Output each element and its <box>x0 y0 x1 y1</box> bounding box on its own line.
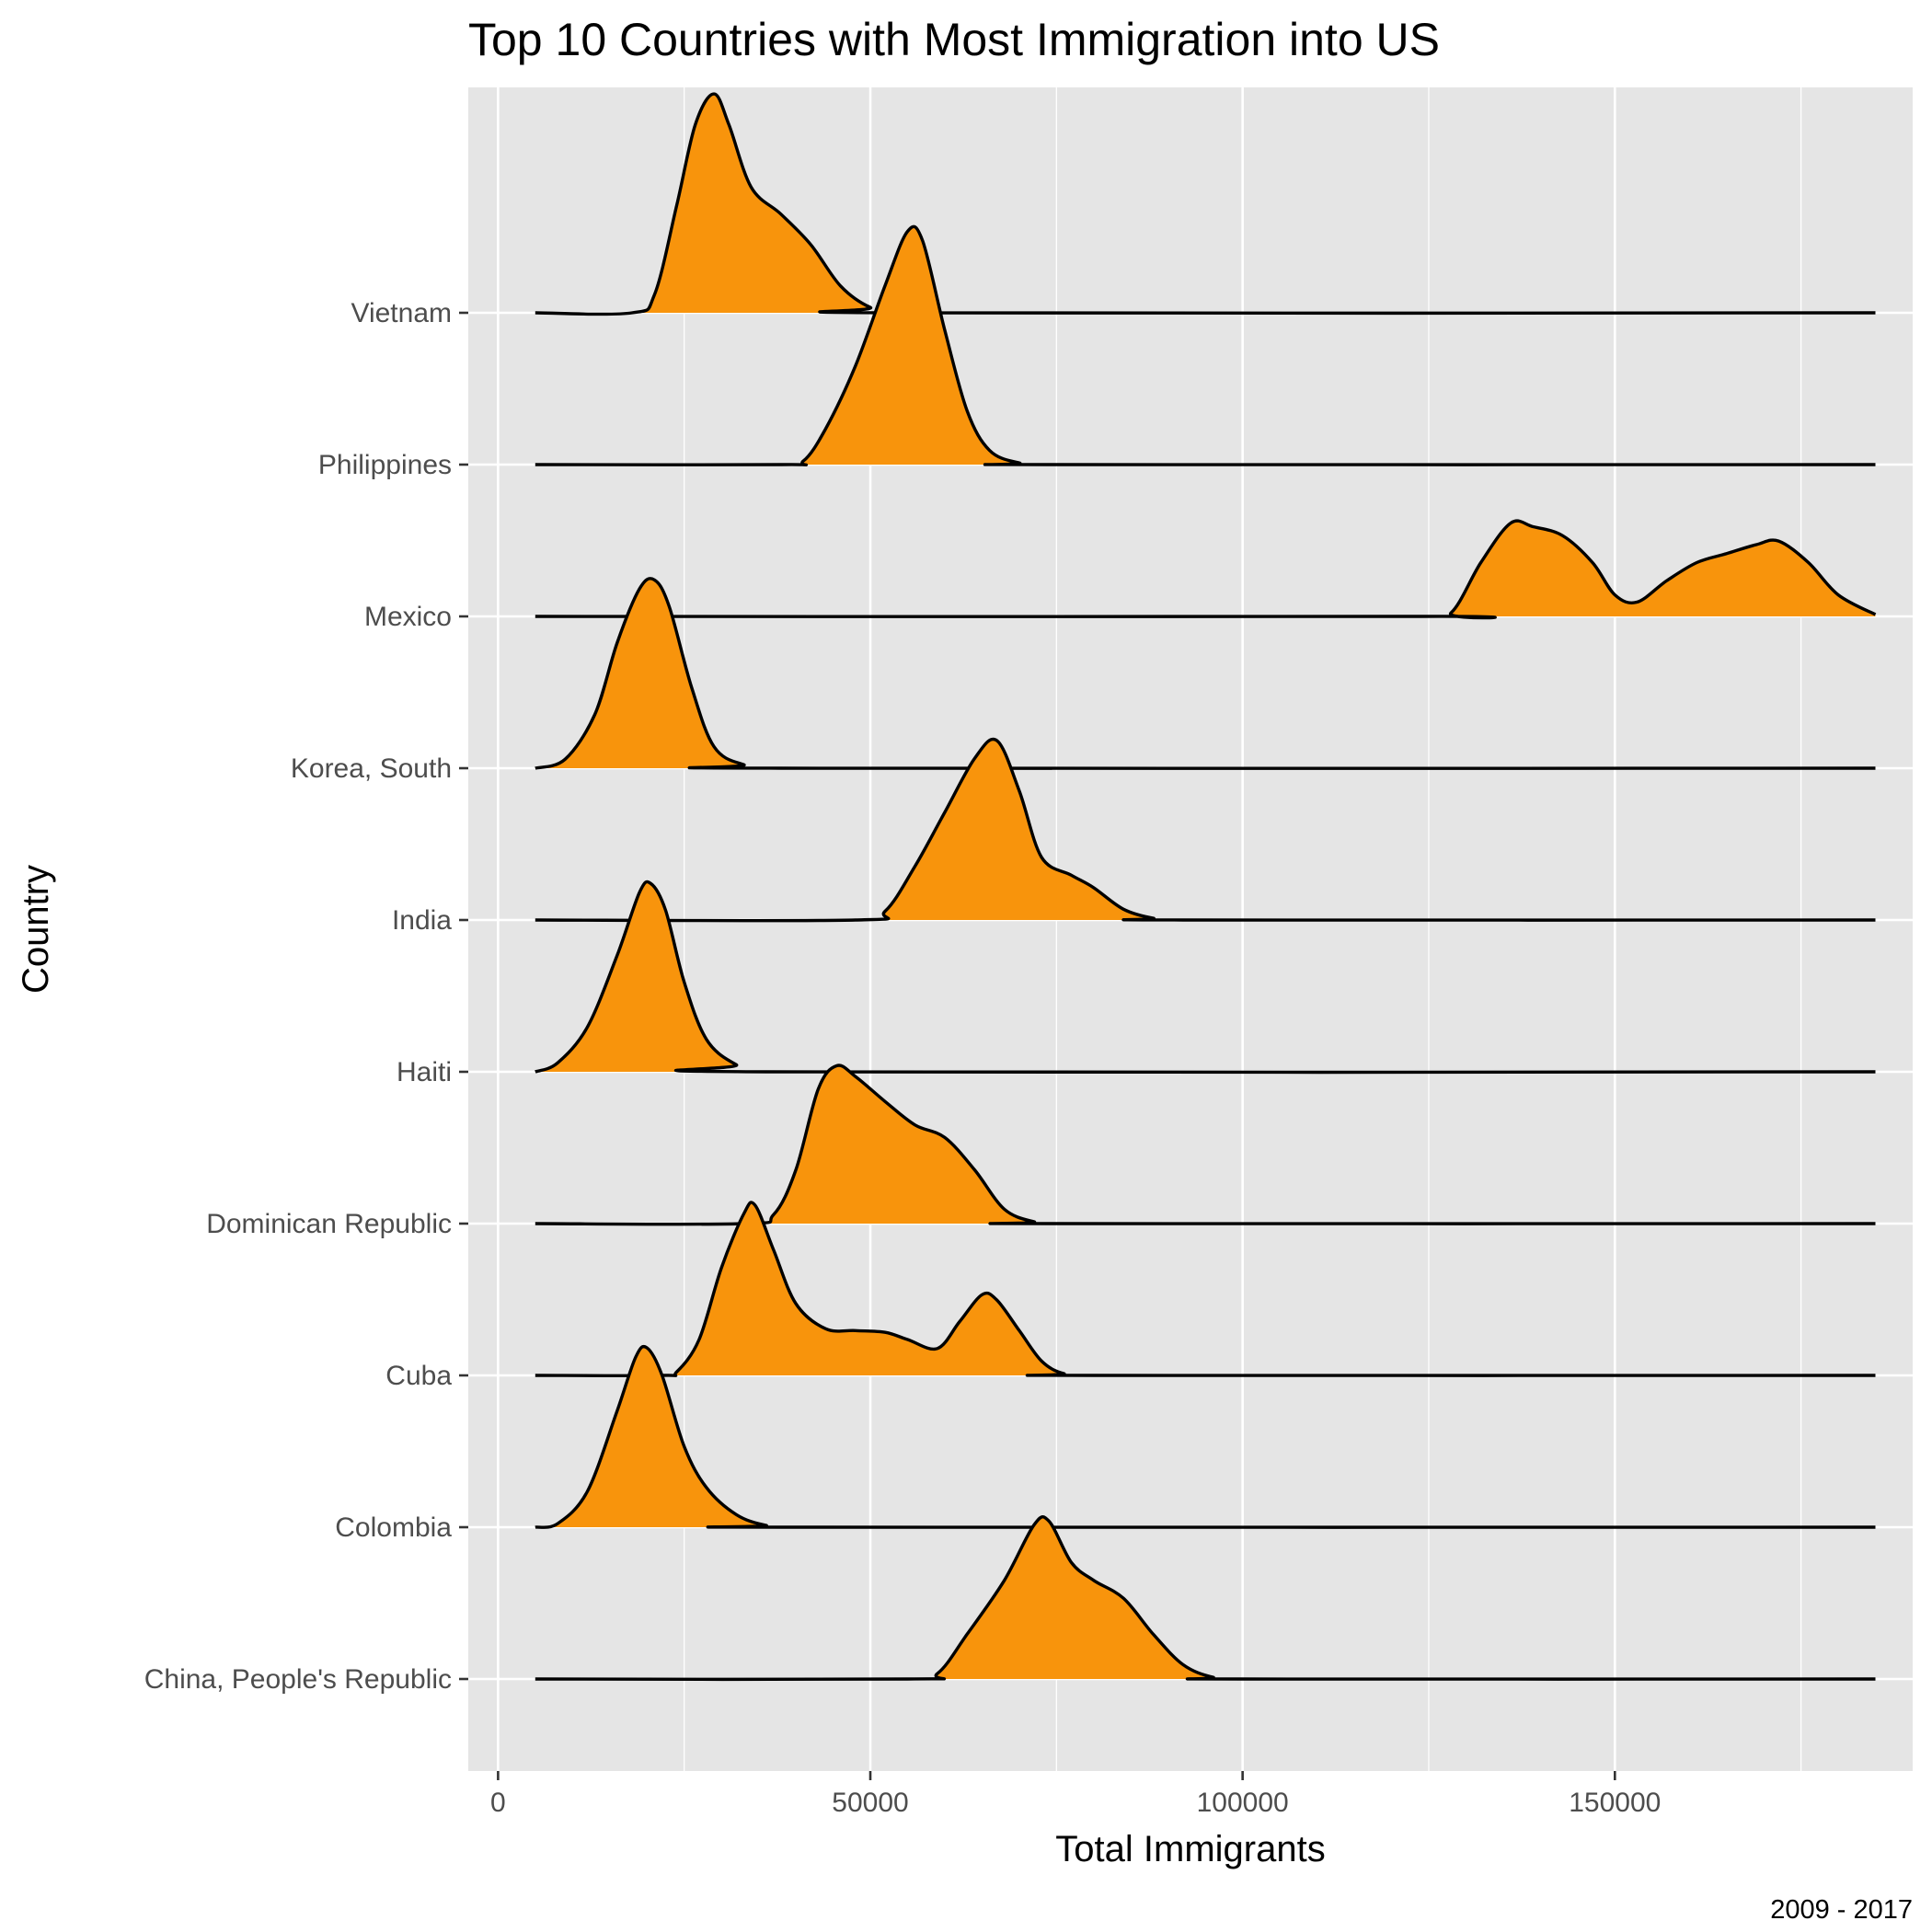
y-tick-label: Cuba <box>385 1361 452 1391</box>
y-axis-title: Country <box>16 865 56 994</box>
ridge-dominican-republic <box>535 1064 1876 1226</box>
ridge-korea-south <box>535 577 1876 770</box>
ridge-line <box>535 224 1876 466</box>
y-tick-label: China, People's Republic <box>144 1664 452 1695</box>
x-tick-label: 50000 <box>832 1788 908 1818</box>
y-tick-label: Vietnam <box>351 298 452 328</box>
x-tick-label: 100000 <box>1197 1788 1289 1818</box>
ridge-line <box>535 92 1876 316</box>
x-axis: 0 50000 100000 150000 <box>490 1771 1661 1818</box>
ridge-line <box>535 519 1877 620</box>
ridge-fill <box>535 1064 1876 1225</box>
y-tick-label: India <box>392 905 452 936</box>
ridge-china-people-s-republic <box>535 1515 1876 1682</box>
density-ridges <box>535 92 1877 1682</box>
y-tick-label: Mexico <box>364 602 452 632</box>
ridge-fill <box>535 578 1876 769</box>
y-tick-label: Korea, South <box>291 753 452 784</box>
ridge-line <box>535 1064 1876 1226</box>
ridge-line <box>535 577 1876 770</box>
caption: 2009 - 2017 <box>1770 1895 1913 1925</box>
ridge-fill <box>535 1346 1876 1528</box>
ridge-line <box>535 1344 1876 1529</box>
ridge-india <box>535 737 1876 923</box>
x-tick-label: 0 <box>490 1788 506 1818</box>
ridge-cuba <box>535 1201 1876 1378</box>
chart-title: Top 10 Countries with Most Immigration i… <box>468 14 1440 65</box>
y-tick-label: Dominican Republic <box>206 1209 452 1239</box>
x-axis-title: Total Immigrants <box>1055 1829 1325 1869</box>
ridge-fill <box>535 881 1876 1073</box>
ridge-philippines <box>535 224 1876 466</box>
y-tick-label: Haiti <box>397 1057 452 1087</box>
x-tick-label: 150000 <box>1569 1788 1661 1818</box>
ridge-vietnam <box>535 92 1876 316</box>
ridge-line <box>535 737 1876 923</box>
ridge-fill <box>535 226 1876 466</box>
ridge-mexico <box>535 519 1877 620</box>
ridge-line <box>535 1515 1876 1682</box>
ridge-colombia <box>535 1344 1876 1529</box>
ridge-line <box>535 880 1876 1075</box>
ridge-fill <box>535 521 1876 618</box>
ridge-fill <box>535 94 1876 315</box>
ridge-line <box>535 1201 1876 1378</box>
y-axis: China, People's Republic Colombia Cuba Domi… <box>144 298 468 1695</box>
y-tick-label: Colombia <box>335 1512 452 1543</box>
y-tick-label: Philippines <box>318 450 452 480</box>
ridge-haiti <box>535 880 1876 1075</box>
